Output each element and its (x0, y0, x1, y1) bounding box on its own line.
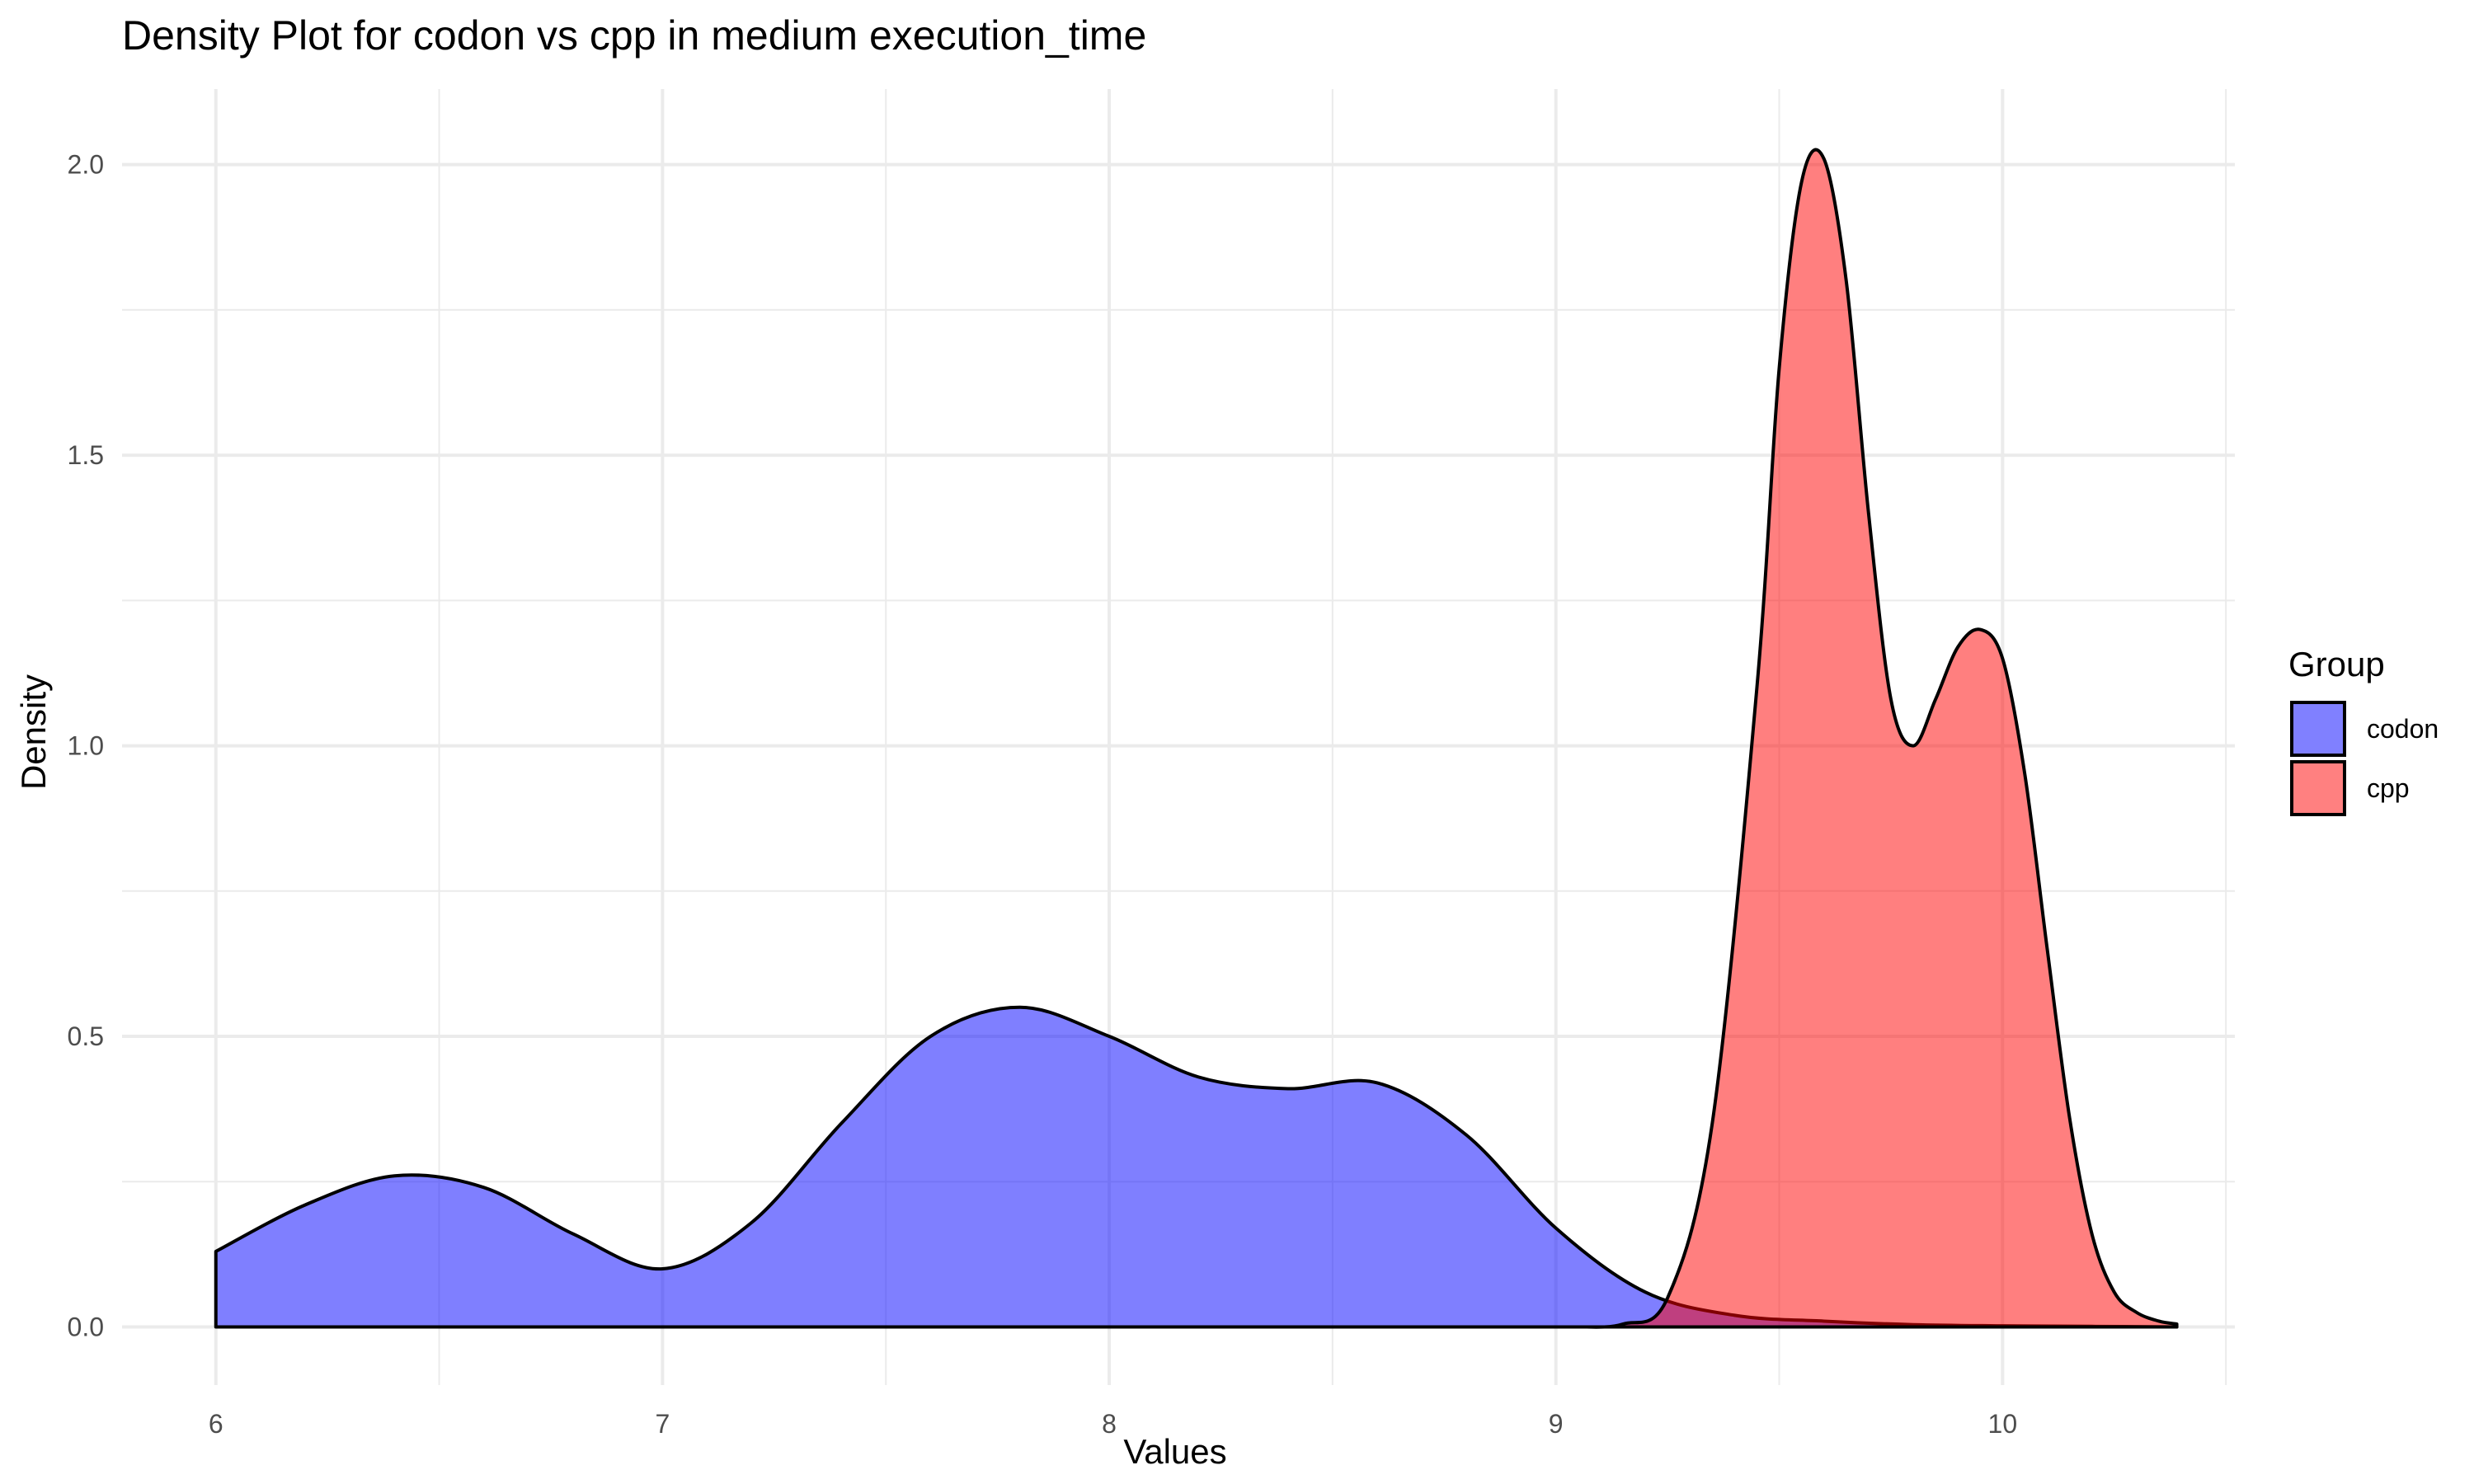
chart-title: Density Plot for codon vs cpp in medium … (122, 12, 1146, 59)
y-tick-label: 1.0 (68, 731, 104, 761)
density-area-cpp (1576, 148, 2179, 1329)
density-areas (214, 148, 2179, 1329)
x-axis-label: Values (1123, 1432, 1226, 1471)
legend-key-codon (2290, 701, 2346, 757)
legend-label-codon: codon (2367, 714, 2439, 744)
x-tick-label: 7 (655, 1409, 670, 1439)
x-tick-label: 8 (1102, 1409, 1117, 1439)
y-tick-label: 0.0 (68, 1313, 104, 1342)
y-tick-label: 2.0 (68, 150, 104, 180)
legend-key-cpp (2290, 760, 2346, 816)
legend-title: Group (2288, 645, 2385, 683)
gridlines (122, 89, 2235, 1385)
y-tick-label: 1.5 (68, 440, 104, 470)
y-axis-label: Density (14, 674, 53, 790)
y-tick-label: 0.5 (68, 1021, 104, 1051)
x-tick-label: 10 (1988, 1409, 2018, 1439)
x-axis-ticks: 6 7 8 9 10 (209, 1409, 2017, 1439)
x-tick-label: 6 (209, 1409, 223, 1439)
x-tick-label: 9 (1549, 1409, 1564, 1439)
y-axis-ticks: 0.0 0.5 1.0 1.5 2.0 (68, 150, 104, 1342)
legend-label-cpp: cpp (2367, 773, 2410, 803)
legend: Group codon cpp (2288, 645, 2439, 816)
